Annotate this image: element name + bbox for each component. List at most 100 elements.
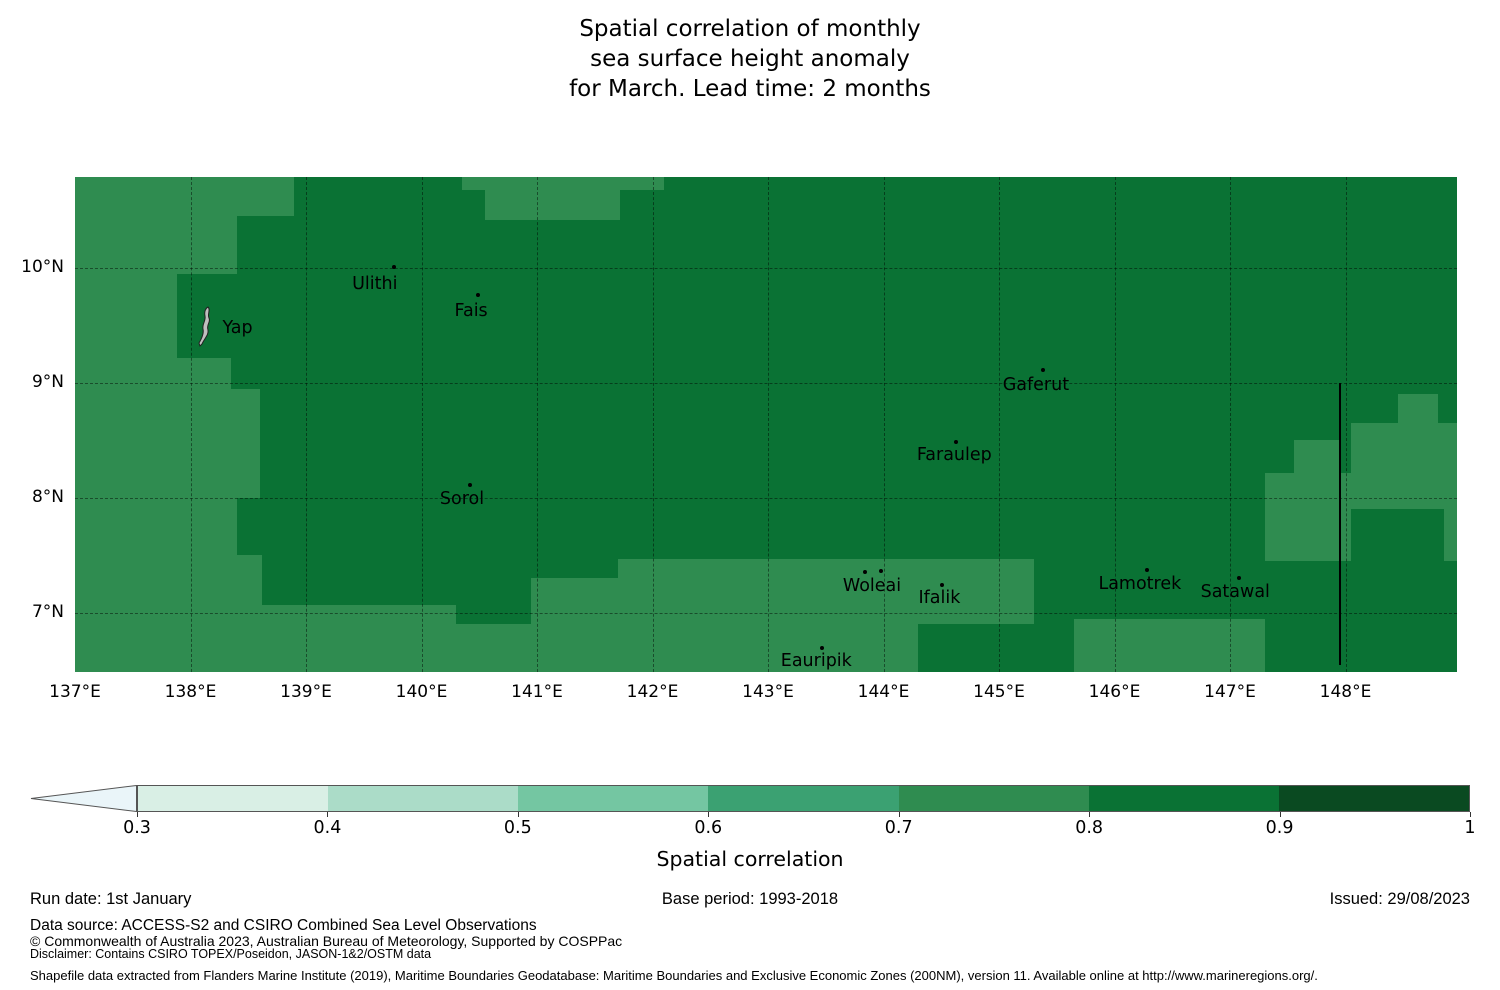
correlation-region-0.7-0.8 xyxy=(262,604,457,672)
island-label-lamotrek: Lamotrek xyxy=(1098,573,1182,594)
x-tick-138°E: 138°E xyxy=(164,682,217,702)
colorbar-tickmark-0.3 xyxy=(137,812,138,817)
island-label-satawal: Satawal xyxy=(1200,582,1270,603)
gridline-148°E xyxy=(1345,177,1347,672)
colorbar: 0.3 0.4 0.5 0.6 0.7 0.8 0.9 1 xyxy=(30,785,1476,838)
colorbar-ticklabel-0.9: 0.9 xyxy=(1265,818,1294,838)
colorbar-tickmark-0.4 xyxy=(327,812,329,817)
correlation-region-0.7-0.8 xyxy=(1397,394,1438,424)
colorbar-ticklabel-0.3: 0.3 xyxy=(123,818,151,838)
island-dot-sorol xyxy=(468,483,473,488)
colorbar-segment-0.6-0.7 xyxy=(708,786,899,811)
x-tick-141°E: 141°E xyxy=(511,682,563,702)
x-tick-137°E: 137°E xyxy=(49,682,101,702)
x-tick-144°E: 144°E xyxy=(857,682,910,702)
shapefile-text: Shapefile data extracted from Flanders M… xyxy=(30,968,1318,983)
colorbar-tickmark-0.7 xyxy=(898,812,900,817)
correlation-region-0.7-0.8 xyxy=(1443,509,1457,562)
island-dot-satawal xyxy=(1237,576,1242,581)
colorbar-segment-0.7-0.8 xyxy=(898,786,1089,811)
gridline-140°E xyxy=(421,177,423,672)
colorbar-ticklabel-0.5: 0.5 xyxy=(503,818,532,838)
gridline-145°E xyxy=(999,177,1001,672)
x-tick-142°E: 142°E xyxy=(626,682,679,702)
gridline-9°N xyxy=(75,382,1457,384)
island-dot-gaferut xyxy=(1040,368,1045,373)
colorbar-segments xyxy=(137,785,1470,812)
correlation-region-0.7-0.8 xyxy=(531,578,1034,625)
colorbar-tickmark-0.5 xyxy=(517,812,519,817)
gridline-7°N xyxy=(75,612,1457,614)
colorbar-segment-0.4-0.5 xyxy=(328,786,519,811)
correlation-region-0.7-0.8 xyxy=(1351,423,1457,510)
x-tick-145°E: 145°E xyxy=(973,682,1025,702)
title-line-3: for March. Lead time: 2 months xyxy=(569,76,931,102)
y-tick-8°N: 8°N xyxy=(31,486,64,507)
correlation-region-0.7-0.8 xyxy=(75,273,177,672)
correlation-region-0.7-0.8 xyxy=(461,177,665,190)
island-label-fais: Fais xyxy=(454,301,488,322)
colorbar-segment-0.9-1 xyxy=(1278,786,1469,811)
correlation-region-0.7-0.8 xyxy=(456,624,919,672)
island-label-sorol: Sorol xyxy=(439,489,485,510)
gridline-8°N xyxy=(75,497,1457,499)
yap-island-shape xyxy=(197,305,215,352)
gridline-144°E xyxy=(883,177,885,672)
correlation-map: Ulithi Fais Yap Sorol Gaferut Faraulep Woleai I… xyxy=(75,177,1457,672)
y-tick-9°N: 9°N xyxy=(31,371,64,392)
island-dot-woleai xyxy=(863,570,868,575)
correlation-region-0.7-0.8 xyxy=(75,216,237,274)
colorbar-ticklabel-0.6: 0.6 xyxy=(694,818,723,838)
correlation-region-0.7-0.8 xyxy=(485,189,621,220)
island-label-faraulep: Faraulep xyxy=(916,444,992,465)
gridline-142°E xyxy=(652,177,654,672)
island-label-yap: Yap xyxy=(222,317,253,338)
island-label-ulithi: Ulithi xyxy=(352,273,398,294)
correlation-region-0.7-0.8 xyxy=(75,177,295,217)
correlation-region-0.7-0.8 xyxy=(176,388,260,498)
island-dot-faraulep xyxy=(954,439,959,444)
x-tick-143°E: 143°E xyxy=(742,682,794,702)
x-tick-146°E: 146°E xyxy=(1088,682,1141,702)
island-label-woleai: Woleai xyxy=(842,576,902,597)
x-tick-147°E: 147°E xyxy=(1204,682,1256,702)
x-axis: 137°E 138°E 139°E 140°E 141°E 142°E 143°E 144°E… xyxy=(49,682,1457,706)
gridline-147°E xyxy=(1230,177,1232,672)
issued-text: Issued: 29/08/2023 xyxy=(1329,890,1470,908)
colorbar-segment-0.8-0.9 xyxy=(1088,786,1279,811)
island-dot-woleai xyxy=(879,569,884,574)
y-axis: 10°N 9°N 8°N 7°N xyxy=(0,177,64,672)
island-label-ifalik: Ifalik xyxy=(918,588,961,609)
colorbar-tickmark-0.6 xyxy=(708,812,710,817)
x-tick-140°E: 140°E xyxy=(395,682,448,702)
island-dot-ifalik xyxy=(940,583,945,588)
y-tick-7°N: 7°N xyxy=(31,601,64,622)
correlation-region-0.7-0.8 xyxy=(176,555,263,672)
colorbar-tickmark-0.8 xyxy=(1089,812,1091,817)
title-line-2: sea surface height anomaly xyxy=(590,46,910,72)
gridline-146°E xyxy=(1114,177,1116,672)
run-date-text: Run date: 1st January xyxy=(30,890,192,908)
colorbar-segment-0.5-0.6 xyxy=(518,786,709,811)
x-tick-148°E: 148°E xyxy=(1319,682,1372,702)
y-tick-10°N: 10°N xyxy=(21,256,64,277)
page-title: Spatial correlation of monthly sea surfa… xyxy=(0,14,1500,104)
correlation-region-0.7-0.8 xyxy=(1074,618,1265,672)
gridline-143°E xyxy=(768,177,770,672)
colorbar-ticklabel-0.7: 0.7 xyxy=(884,818,913,838)
colorbar-underflow-arrow xyxy=(30,785,137,812)
colorbar-tickmark-0.9 xyxy=(1279,812,1281,817)
island-dot-eauripik xyxy=(820,645,825,650)
disclaimer-text: Disclaimer: Contains CSIRO TOPEX/Poseido… xyxy=(30,947,432,961)
island-dot-ulithi xyxy=(391,264,396,269)
correlation-region-0.7-0.8 xyxy=(617,558,1034,579)
colorbar-ticklabel-0.8: 0.8 xyxy=(1075,818,1104,838)
gridline-139°E xyxy=(306,177,307,672)
correlation-region-0.7-0.8 xyxy=(176,497,237,556)
gridline-141°E xyxy=(537,177,538,672)
island-label-gaferut: Gaferut xyxy=(1002,375,1070,396)
base-period-text: Base period: 1993-2018 xyxy=(661,890,839,908)
x-tick-139°E: 139°E xyxy=(280,682,332,702)
data-source-text: Data source: ACCESS-S2 and CSIRO Combine… xyxy=(30,917,537,934)
island-label-eauripik: Eauripik xyxy=(780,650,852,671)
